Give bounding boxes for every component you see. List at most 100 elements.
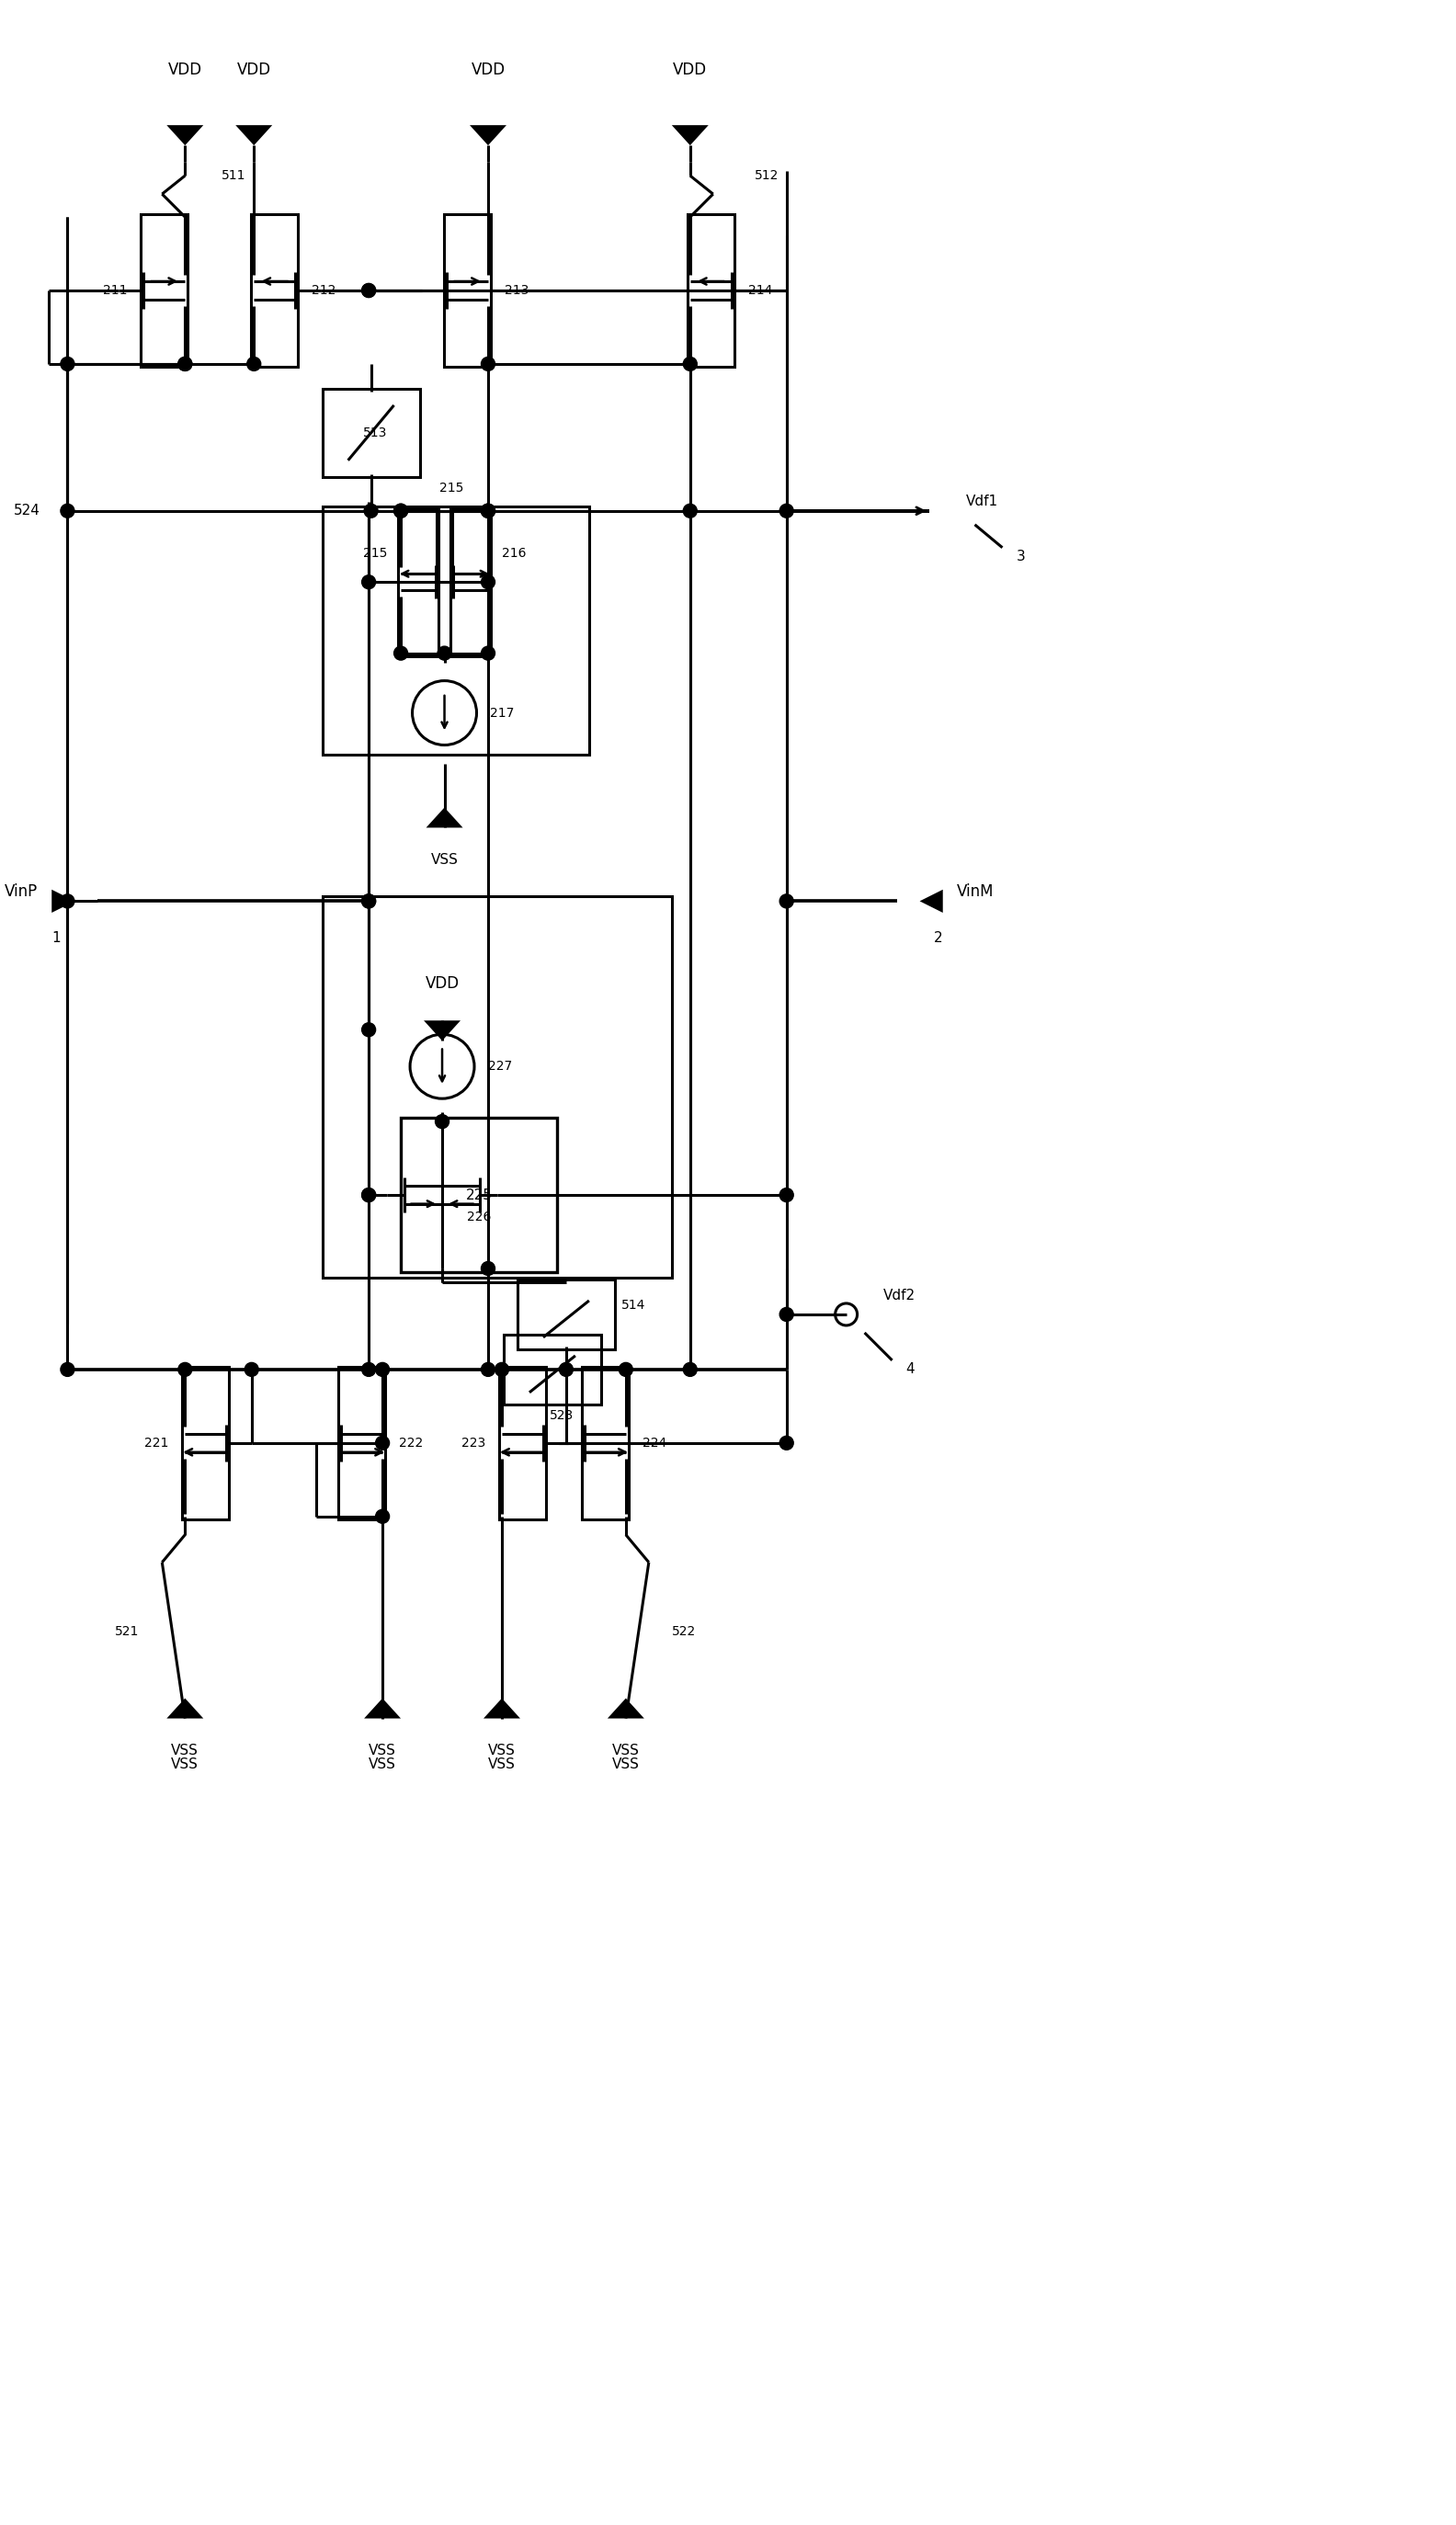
- Polygon shape: [470, 126, 507, 146]
- Text: VDD: VDD: [425, 975, 459, 992]
- Polygon shape: [236, 126, 272, 146]
- Circle shape: [779, 505, 794, 518]
- Polygon shape: [166, 126, 204, 146]
- Circle shape: [683, 505, 697, 518]
- Text: VDD: VDD: [237, 61, 271, 78]
- Text: 215: 215: [363, 548, 387, 561]
- Circle shape: [361, 283, 376, 298]
- Circle shape: [438, 646, 451, 659]
- Text: 212: 212: [312, 283, 336, 298]
- Circle shape: [559, 1364, 574, 1376]
- Circle shape: [376, 1437, 389, 1449]
- Polygon shape: [424, 1020, 460, 1040]
- Text: 222: 222: [399, 1437, 424, 1449]
- Text: VSS: VSS: [368, 1757, 396, 1770]
- Circle shape: [361, 283, 376, 298]
- Text: 223: 223: [462, 1437, 485, 1449]
- Circle shape: [364, 505, 379, 518]
- Text: 2: 2: [933, 932, 942, 944]
- Text: VinP: VinP: [4, 884, 38, 901]
- Text: 225: 225: [466, 1189, 492, 1202]
- Circle shape: [619, 1364, 633, 1376]
- Circle shape: [683, 1364, 697, 1376]
- Text: VinM: VinM: [957, 884, 993, 901]
- Text: Vdf2: Vdf2: [882, 1290, 916, 1303]
- Text: 524: 524: [13, 505, 39, 518]
- Text: 4: 4: [906, 1364, 914, 1376]
- Circle shape: [480, 505, 495, 518]
- Circle shape: [480, 505, 495, 518]
- Text: 1: 1: [52, 932, 61, 944]
- Circle shape: [376, 1510, 389, 1523]
- Text: 214: 214: [748, 283, 772, 298]
- Text: VDD: VDD: [673, 61, 708, 78]
- Circle shape: [61, 356, 74, 371]
- Text: 215: 215: [440, 482, 463, 495]
- Text: 216: 216: [502, 548, 526, 561]
- Circle shape: [480, 576, 495, 588]
- Circle shape: [480, 1364, 495, 1376]
- Circle shape: [178, 356, 192, 371]
- Circle shape: [683, 356, 697, 371]
- Circle shape: [178, 356, 192, 371]
- Circle shape: [779, 894, 794, 909]
- Circle shape: [395, 646, 408, 659]
- Text: VDD: VDD: [472, 61, 505, 78]
- Text: 521: 521: [115, 1624, 140, 1639]
- Circle shape: [779, 1308, 794, 1321]
- Circle shape: [361, 1023, 376, 1038]
- Text: 221: 221: [144, 1437, 169, 1449]
- Text: 523: 523: [549, 1409, 574, 1422]
- Text: VSS: VSS: [172, 1757, 199, 1770]
- Circle shape: [395, 505, 408, 518]
- Polygon shape: [607, 1699, 644, 1720]
- Text: 217: 217: [491, 707, 514, 720]
- Text: 3: 3: [1016, 550, 1025, 563]
- Polygon shape: [671, 126, 709, 146]
- Text: VSS: VSS: [172, 1745, 199, 1757]
- Circle shape: [480, 505, 495, 518]
- Polygon shape: [52, 889, 74, 912]
- Text: 226: 226: [467, 1209, 491, 1225]
- Text: 514: 514: [622, 1298, 645, 1310]
- Polygon shape: [364, 1699, 400, 1720]
- Circle shape: [361, 894, 376, 909]
- Circle shape: [376, 1364, 389, 1376]
- Polygon shape: [166, 1699, 204, 1720]
- Polygon shape: [920, 889, 943, 912]
- Text: 513: 513: [364, 427, 387, 439]
- Circle shape: [480, 646, 495, 659]
- Circle shape: [361, 576, 376, 588]
- Circle shape: [178, 1364, 192, 1376]
- Circle shape: [779, 1189, 794, 1202]
- Text: VSS: VSS: [488, 1757, 515, 1770]
- Text: VSS: VSS: [612, 1757, 639, 1770]
- Circle shape: [61, 505, 74, 518]
- Text: VSS: VSS: [431, 853, 459, 866]
- Text: 512: 512: [754, 169, 779, 182]
- Text: 224: 224: [642, 1437, 667, 1449]
- Circle shape: [495, 1364, 508, 1376]
- Circle shape: [779, 1437, 794, 1449]
- Text: 213: 213: [505, 283, 529, 298]
- Text: Vdf1: Vdf1: [965, 495, 997, 508]
- Circle shape: [248, 356, 261, 371]
- Circle shape: [361, 894, 376, 909]
- Text: 211: 211: [103, 283, 127, 298]
- Polygon shape: [483, 1699, 520, 1720]
- Text: VDD: VDD: [167, 61, 202, 78]
- Circle shape: [245, 1364, 259, 1376]
- Circle shape: [480, 356, 495, 371]
- Circle shape: [61, 894, 74, 909]
- Circle shape: [361, 1189, 376, 1202]
- Text: 522: 522: [671, 1624, 696, 1639]
- Circle shape: [61, 1364, 74, 1376]
- Text: 511: 511: [221, 169, 246, 182]
- Circle shape: [361, 1364, 376, 1376]
- Text: VSS: VSS: [488, 1745, 515, 1757]
- Circle shape: [435, 1114, 448, 1129]
- Text: 227: 227: [488, 1060, 513, 1073]
- Polygon shape: [427, 808, 463, 828]
- Text: VSS: VSS: [368, 1745, 396, 1757]
- Circle shape: [361, 1189, 376, 1202]
